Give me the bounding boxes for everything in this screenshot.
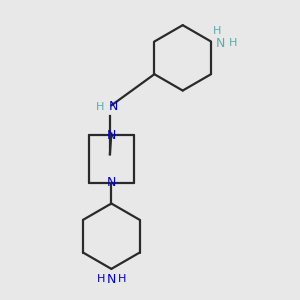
- Text: H: H: [229, 38, 237, 48]
- Text: N: N: [107, 273, 116, 286]
- Text: N: N: [108, 100, 118, 113]
- Text: H: H: [96, 102, 104, 112]
- Text: N: N: [107, 129, 116, 142]
- Text: H: H: [97, 274, 105, 284]
- Text: N: N: [215, 37, 225, 50]
- Text: H: H: [213, 26, 221, 36]
- Text: H: H: [118, 274, 126, 284]
- Text: N: N: [107, 176, 116, 189]
